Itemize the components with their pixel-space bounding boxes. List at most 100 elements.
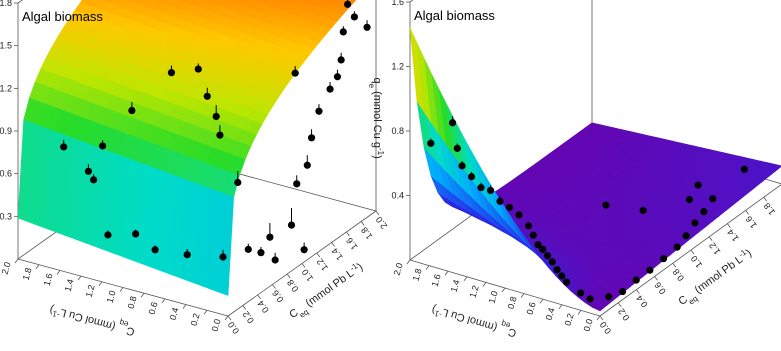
y-tick-label: 2.0	[374, 215, 389, 231]
data-point	[602, 201, 610, 209]
z-tick-label: 1.2	[391, 62, 404, 72]
y-tick-label: 0.8	[285, 278, 300, 294]
data-point	[303, 161, 311, 169]
z-axis-ticks: 0.3 0.6 0.9 1.2 1.5 1.8	[0, 0, 18, 221]
data-point	[448, 119, 457, 127]
data-point	[307, 134, 316, 142]
data-point	[539, 245, 547, 253]
data-point	[618, 287, 627, 296]
z-tick-label: 1.5	[0, 41, 12, 51]
x-tick-label: 0.4	[168, 306, 181, 321]
data-point	[477, 184, 485, 192]
data-point	[586, 295, 594, 303]
data-point	[505, 203, 514, 211]
data-point	[183, 251, 191, 259]
data-point	[128, 106, 136, 115]
x-tick-label: 0.0	[210, 318, 223, 333]
y-tick-label: 1.6	[743, 214, 758, 230]
y-tick-label: 0.6	[270, 288, 285, 304]
x-tick-label: 2.0	[392, 262, 405, 277]
data-point	[333, 73, 342, 81]
data-point	[458, 162, 466, 170]
x-axis-ticks: 0.0 0.2 0.4 0.6 0.8 1.0 1.2 1.4 1.6 1.8 2.0	[0, 258, 229, 333]
x-tick-label: 1.4	[449, 279, 462, 294]
x-tick-label: 0.2	[189, 312, 202, 327]
data-point	[344, 0, 352, 8]
data-point	[167, 69, 176, 77]
y-tick-label: 0.4	[255, 299, 270, 315]
data-point	[639, 206, 647, 215]
data-point	[363, 23, 371, 31]
data-point	[577, 289, 585, 297]
data-point	[99, 142, 107, 150]
data-point	[60, 143, 68, 151]
x-tick-label: 0.8	[126, 295, 139, 310]
z-tick-label: 1.8	[0, 0, 12, 8]
y-tick-label: 0.0	[226, 320, 241, 336]
z-axis-label: qe (mmol Cu g-1)	[368, 77, 386, 158]
x-tick-label: 1.8	[411, 267, 424, 282]
data-point	[682, 232, 690, 240]
x-tick-label: 1.0	[487, 290, 500, 305]
data-point	[529, 231, 537, 239]
y-tick-label: 0.4	[634, 293, 649, 309]
data-points	[427, 116, 749, 303]
data-point	[287, 221, 296, 229]
data-point	[151, 246, 159, 254]
chart-title: Algal biomass	[22, 9, 103, 24]
data-point	[486, 186, 495, 195]
data-point	[90, 176, 98, 184]
z-tick-label: 0.8	[391, 126, 404, 136]
x-tick-label: 0.6	[147, 301, 160, 316]
data-point	[203, 92, 211, 100]
x-tick-label: 1.4	[63, 278, 76, 293]
y-tick-label: 0.2	[616, 307, 631, 323]
data-point	[691, 219, 699, 227]
data-point	[548, 258, 556, 266]
x-tick-label: 0.6	[525, 301, 538, 316]
data-point	[524, 222, 533, 230]
data-point	[453, 144, 461, 152]
data-point	[291, 69, 299, 77]
x-tick-label: 0.0	[582, 318, 595, 333]
data-point	[646, 266, 654, 274]
data-point	[659, 255, 668, 263]
z-tick-label: 1.6	[391, 0, 404, 7]
x-axis-ticks: 0.0 0.2 0.4 0.6 0.8 1.0 1.2 1.4 1.6 1.8 2.0	[392, 259, 601, 333]
data-point	[605, 293, 613, 301]
y-tick-label: 1.0	[300, 267, 315, 283]
data-point	[212, 112, 220, 121]
data-point	[266, 233, 274, 241]
data-point	[740, 165, 749, 173]
x-tick-label: 0.4	[544, 307, 557, 322]
data-point	[709, 195, 717, 203]
response-surface	[17, 0, 357, 296]
x-tick-label: 0.8	[506, 295, 519, 310]
data-point	[534, 241, 542, 249]
data-point	[562, 278, 571, 286]
data-point	[673, 243, 681, 251]
data-point	[257, 249, 265, 257]
x-tick-label: 1.2	[468, 284, 481, 299]
z-tick-label: 0.6	[0, 169, 12, 179]
y-tick-label: 0.2	[241, 309, 256, 325]
data-point	[300, 246, 308, 254]
y-tick-label: 1.8	[762, 201, 777, 217]
data-point	[315, 107, 323, 115]
y-tick-label: 0.8	[671, 267, 686, 283]
data-point	[132, 230, 140, 238]
z-tick-label: 0.9	[0, 126, 12, 136]
data-point	[350, 13, 358, 21]
y-tick-label: 0.6	[652, 280, 667, 296]
y-tick-label: 2.0	[780, 188, 781, 204]
y-tick-label: 1.0	[689, 254, 704, 270]
data-point	[427, 139, 435, 147]
data-point	[219, 253, 227, 261]
y-tick-label: 1.2	[707, 241, 722, 257]
z-tick-label: 0.3	[0, 211, 12, 221]
response-surface	[409, 27, 781, 312]
x-tick-label: 1.6	[430, 273, 443, 288]
z-axis-ticks: 0.4 0.8 1.2 1.6	[391, 0, 410, 201]
data-point	[271, 256, 279, 264]
